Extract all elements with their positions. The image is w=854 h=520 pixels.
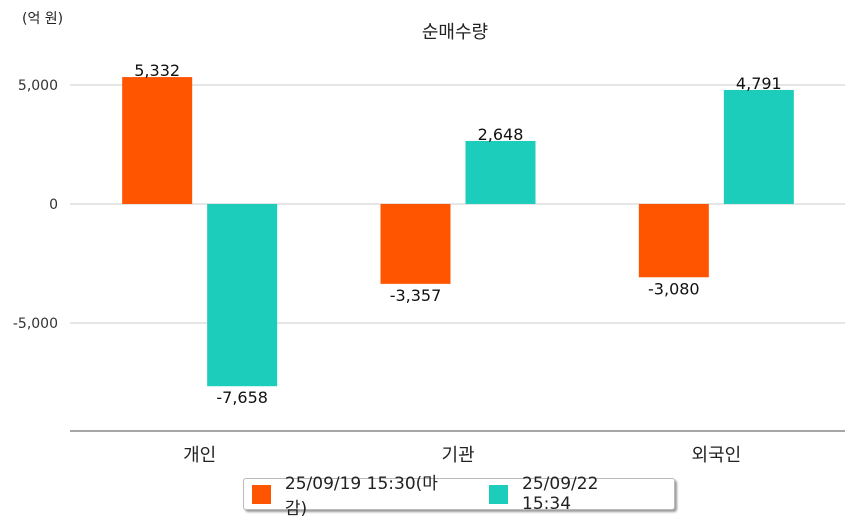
- data-label: 2,648: [478, 125, 524, 144]
- y-tick-label: -5,000: [13, 316, 58, 332]
- plot-area: 5,000 0 -5,000 개인 5,332 -7,658 기관 -3,357 2,648 외국…: [13, 61, 845, 466]
- data-label: 4,791: [736, 74, 782, 93]
- legend-swatch-1: [489, 484, 509, 504]
- y-tick-label: 0: [49, 197, 58, 213]
- x-tick-label: 개인: [183, 445, 216, 466]
- bar-0-2: [638, 203, 709, 278]
- legend-swatch-0: [252, 484, 271, 504]
- data-label: -7,658: [216, 388, 268, 407]
- y-tick-label: 5,000: [18, 78, 58, 94]
- legend-item-0[interactable]: 25/09/19 15:30(마감): [252, 469, 459, 519]
- bar-0-1: [380, 203, 451, 284]
- unit-label: (억 원): [22, 11, 64, 27]
- legend-label-1: 25/09/22 15:34: [522, 474, 599, 514]
- bar-1-0: [207, 203, 278, 387]
- data-label: -3,357: [390, 286, 442, 305]
- bar-1-2: [723, 89, 794, 204]
- legend: 25/09/19 15:30(마감) 25/09/22 15:34: [243, 474, 675, 519]
- legend-item-1[interactable]: 25/09/22 15:34: [489, 474, 652, 514]
- bar-0-0: [122, 77, 193, 204]
- chart-title: 순매수량: [421, 22, 489, 43]
- x-tick-label: 기관: [441, 445, 474, 466]
- data-label: -3,080: [648, 279, 700, 298]
- bar-1-1: [465, 140, 536, 204]
- data-label: 5,332: [134, 61, 180, 80]
- legend-label-0: 25/09/19 15:30(마감): [284, 474, 438, 519]
- x-tick-label: 외국인: [691, 445, 741, 466]
